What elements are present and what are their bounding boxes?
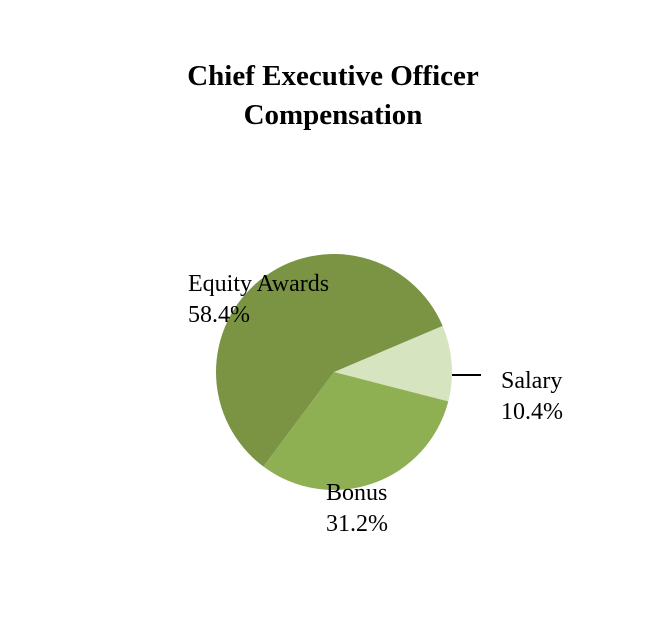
slice-labels: Salary 10.4% Bonus 31.2% Equity Awards 58.4%: [188, 271, 563, 537]
slice-label-salary: Salary: [501, 368, 562, 394]
pie-slice-bonus: [263, 372, 449, 491]
pie-slice-salary: [334, 325, 453, 402]
slice-label-bonus: Bonus: [326, 480, 387, 506]
slice-label-equity-awards: Equity Awards: [188, 271, 329, 297]
slice-value-salary: 10.4%: [501, 399, 563, 425]
chart-title-line-2: Compensation: [244, 99, 423, 131]
chart-title-line-1: Chief Executive Officer: [187, 60, 479, 92]
pie-slices: [216, 254, 453, 491]
pie-slice-equity-awards: [216, 254, 443, 467]
slice-value-bonus: 31.2%: [326, 511, 388, 537]
slice-value-equity-awards: 58.4%: [188, 302, 250, 328]
